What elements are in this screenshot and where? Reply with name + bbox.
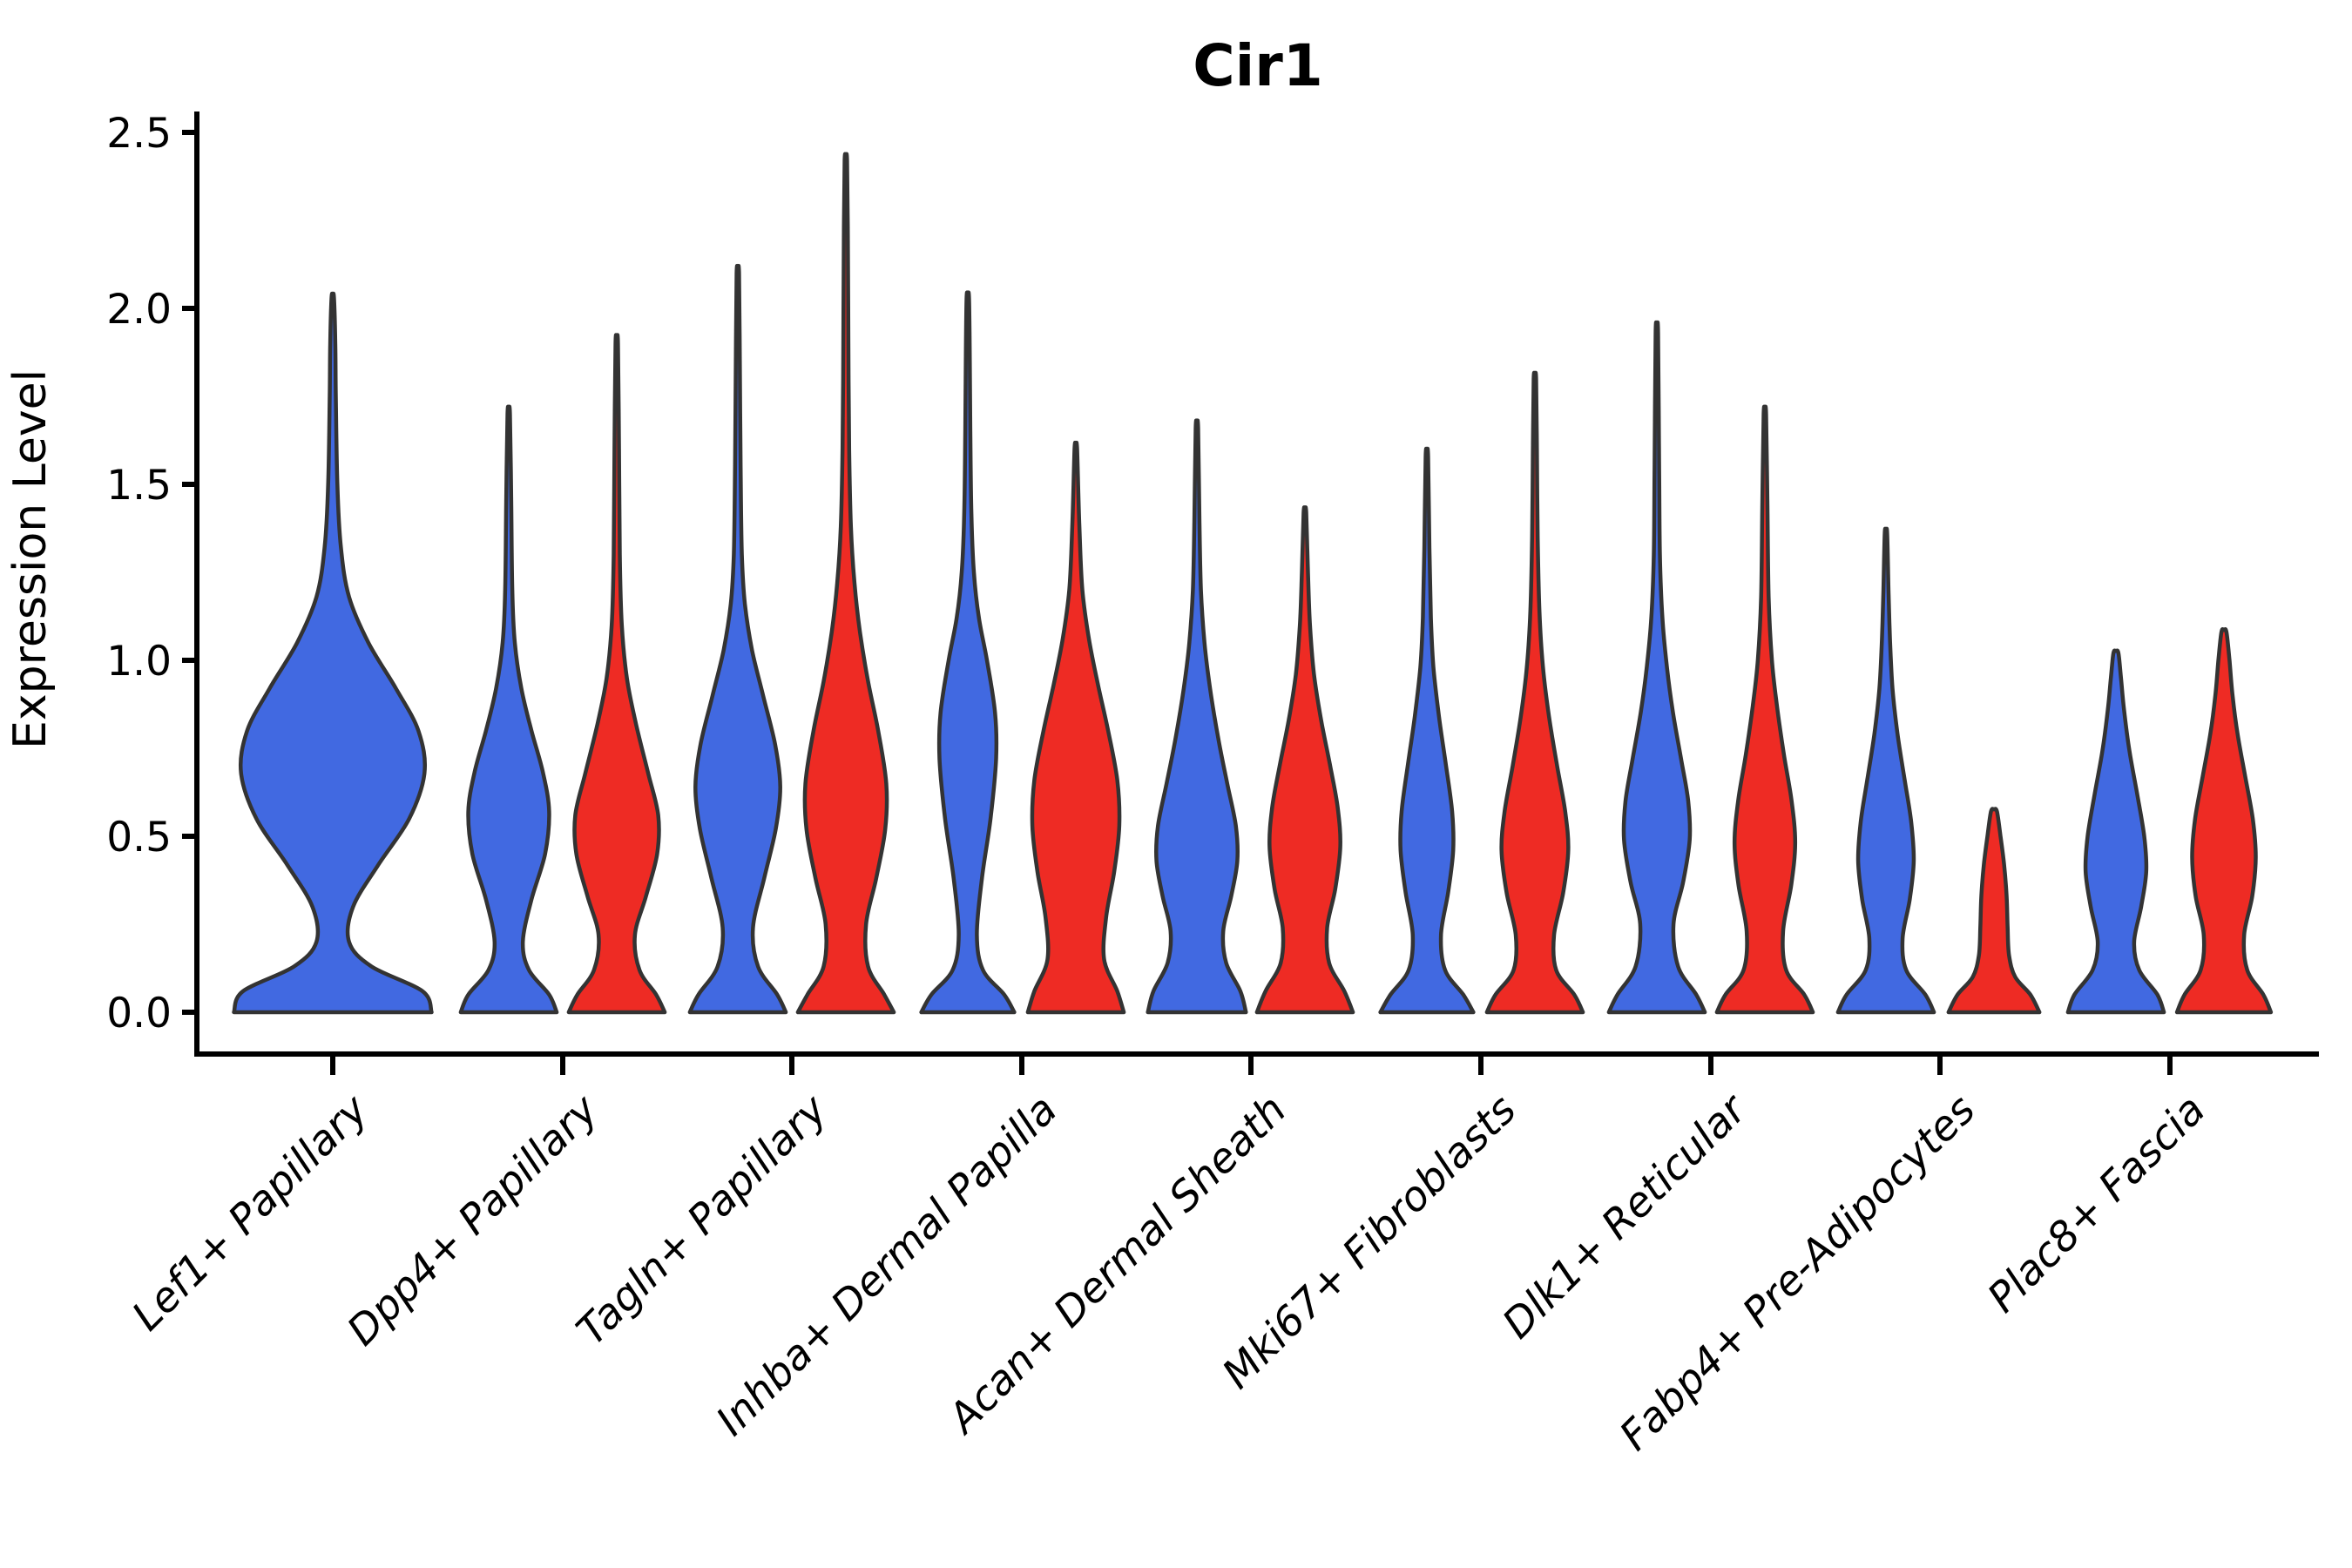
x-tick-label: Dpp4+ Papillary: [338, 1085, 608, 1355]
violin-acan-dermal-sheath-blue: [1146, 418, 1248, 1015]
x-tick-label: Dlk1+ Reticular: [1493, 1085, 1757, 1348]
violin-tagln-papillary-blue: [687, 263, 788, 1015]
violin-dlk1-reticular-blue: [1606, 320, 1707, 1015]
violin-plac8-fascia-blue: [2065, 648, 2166, 1015]
violin-fabp4-pre-adipocytes-blue: [1835, 526, 1936, 1015]
violins-layer: [232, 152, 2274, 1015]
y-tick-label: 0.0: [106, 990, 172, 1037]
x-tick-label: Tagln+ Papillary: [568, 1085, 838, 1355]
violin-inhba-dermal-papilla-red: [1025, 440, 1126, 1015]
violin-plac8-fascia-red: [2174, 627, 2274, 1015]
violin-fabp4-pre-adipocytes-red: [1946, 807, 2042, 1015]
y-tick-label: 2.5: [106, 110, 172, 158]
x-tick-label: Plac8+ Fascia: [1978, 1086, 2214, 1322]
y-tick-label: 2.0: [106, 286, 172, 334]
y-tick-label: 1.0: [106, 638, 172, 686]
x-tick-label: Lef1+ Papillary: [123, 1085, 378, 1341]
y-tick-label: 0.5: [106, 814, 172, 862]
chart-title: Cir1: [1193, 32, 1323, 99]
violin-mki67-fibroblasts-red: [1484, 370, 1585, 1015]
violin-dlk1-reticular-red: [1714, 404, 1815, 1015]
violin-tagln-papillary-red: [795, 152, 896, 1015]
violin-inhba-dermal-papilla-blue: [919, 290, 1017, 1015]
violin-lef1-papillary-blue: [232, 291, 434, 1015]
violin-mki67-fibroblasts-blue: [1378, 446, 1476, 1015]
violin-dpp4-papillary-red: [566, 333, 667, 1015]
violin-acan-dermal-sheath-red: [1254, 505, 1355, 1015]
y-axis-label: Expression Level: [4, 369, 57, 749]
violin-dpp4-papillary-blue: [458, 404, 559, 1015]
y-tick-label: 1.5: [106, 462, 172, 510]
